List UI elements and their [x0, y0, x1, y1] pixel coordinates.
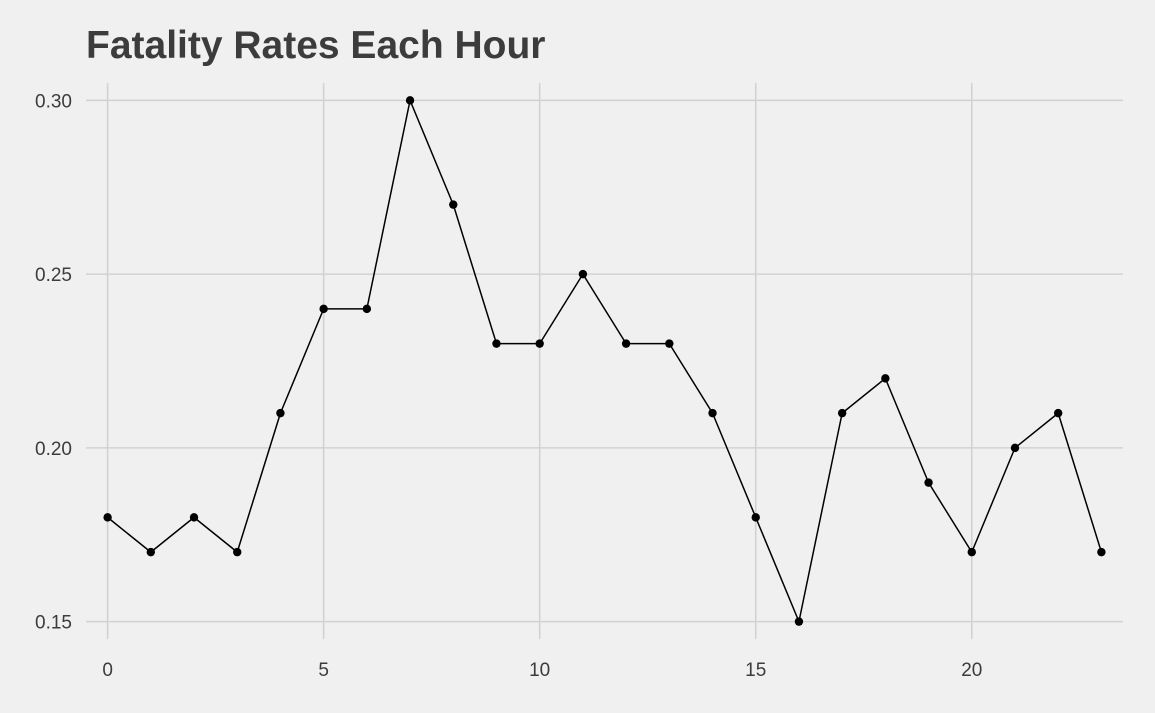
data-point — [794, 617, 804, 626]
data-point — [708, 408, 717, 418]
data-point — [535, 339, 544, 348]
data-point — [319, 304, 328, 314]
data-point — [578, 269, 588, 279]
data-point — [1097, 547, 1106, 557]
y-tick-label: 0.25 — [35, 265, 72, 286]
x-axis-ticks: 0 5 10 15 20 — [102, 660, 982, 681]
data-point — [751, 513, 760, 522]
grid-lines — [86, 83, 1123, 639]
data-point — [1053, 408, 1063, 418]
data-point — [449, 200, 458, 209]
data-point — [967, 547, 976, 557]
data-point — [362, 304, 372, 314]
data-point — [492, 339, 501, 348]
x-tick-label: 10 — [529, 660, 550, 681]
data-point — [233, 547, 242, 557]
x-tick-label: 20 — [961, 660, 982, 681]
data-point — [881, 374, 890, 383]
x-tick-label: 0 — [102, 660, 113, 681]
data-point — [621, 339, 631, 348]
series-points — [103, 96, 1106, 626]
series-line — [107, 99, 1103, 623]
chart-title: Fatality Rates Each Hour — [86, 24, 546, 67]
series-polyline — [107, 99, 1103, 623]
data-point — [405, 96, 415, 105]
data-point — [924, 478, 933, 487]
data-point — [103, 513, 112, 522]
data-point — [146, 547, 156, 557]
x-tick-label: 15 — [745, 660, 766, 681]
y-tick-label: 0.30 — [35, 91, 72, 112]
x-tick-label: 5 — [318, 660, 329, 681]
data-point — [189, 513, 199, 522]
y-axis-ticks: 0.15 0.20 0.25 0.30 — [35, 91, 72, 633]
data-point — [837, 408, 847, 418]
y-tick-label: 0.15 — [35, 613, 72, 634]
data-point — [665, 339, 674, 348]
data-point — [276, 408, 285, 418]
y-tick-label: 0.20 — [35, 439, 72, 460]
data-point — [1010, 443, 1020, 453]
